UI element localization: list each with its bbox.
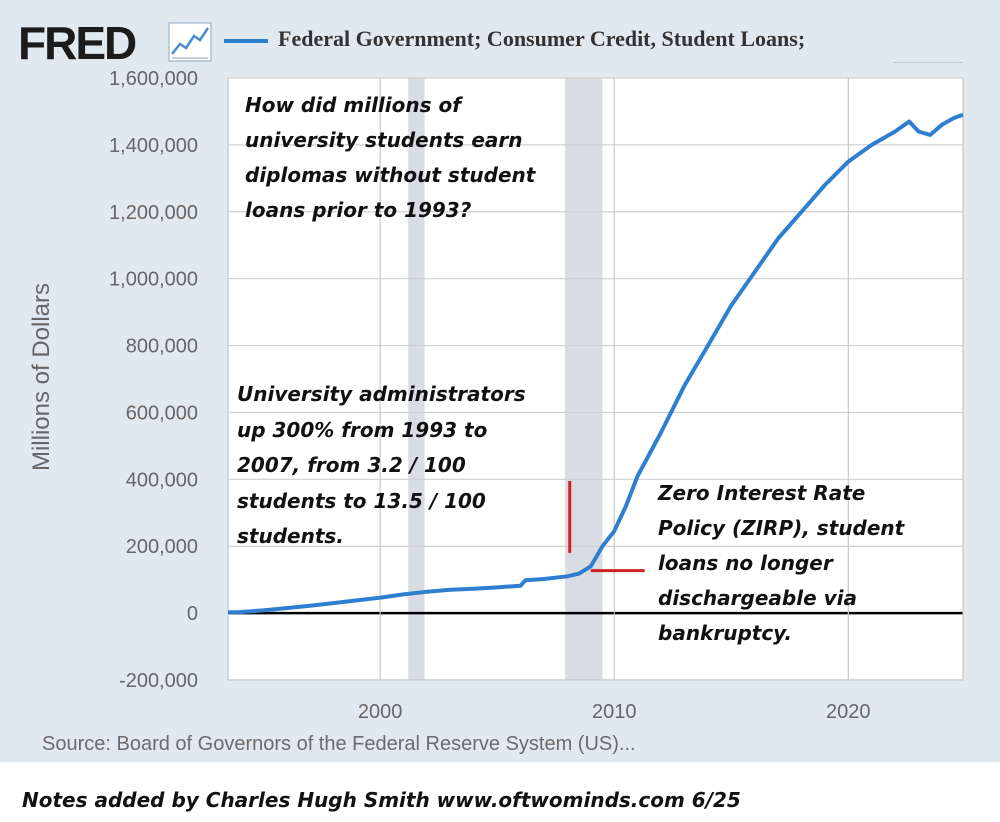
annotation-note-2: University administrators up 300% from 1… xyxy=(237,382,526,548)
axis-ticks: -200,000 0 200,000 400,000 600,000 800,000 1,0… xyxy=(28,68,871,723)
y-axis-title: Millions of Dollars xyxy=(28,283,55,471)
recession-bands xyxy=(408,78,603,680)
series-line-1 xyxy=(227,112,964,615)
credit-text: Notes added by Charles Hugh Smith www.of… xyxy=(22,788,741,812)
y-tick-label: 400,000 xyxy=(126,469,198,491)
annotation-note-1: How did millions of university students … xyxy=(245,93,536,222)
y-tick-label: 0 xyxy=(187,603,198,625)
source-text[interactable]: Source: Board of Governors of the Federa… xyxy=(42,733,636,755)
y-tick-label: 1,200,000 xyxy=(109,202,198,224)
gridlines xyxy=(227,77,964,681)
legend-label: Federal Government; Consumer Credit, Stu… xyxy=(278,26,806,51)
y-tick-label: 200,000 xyxy=(126,536,198,558)
legend-divider xyxy=(893,62,963,63)
recession-band-2 xyxy=(565,78,603,680)
line-chart-icon xyxy=(168,22,212,62)
y-tick-label: 1,400,000 xyxy=(109,135,198,157)
y-tick-label: 800,000 xyxy=(126,336,198,358)
recession-band-1 xyxy=(408,78,425,680)
series-lines xyxy=(227,112,964,615)
line-chart: -200,000 0 200,000 400,000 600,000 800,000 1,0… xyxy=(28,68,964,723)
x-tick-label: 2010 xyxy=(592,701,637,723)
x-tick-label: 2000 xyxy=(358,701,403,723)
legend-swatch xyxy=(224,39,268,43)
annotation-markers xyxy=(568,481,645,573)
annotation-note-3: Zero Interest Rate Policy (ZIRP), studen… xyxy=(658,481,905,645)
y-tick-label: 600,000 xyxy=(126,402,198,424)
y-tick-label: -200,000 xyxy=(119,670,198,692)
y-tick-label: 1,600,000 xyxy=(109,68,198,90)
x-tick-label: 2020 xyxy=(826,701,871,723)
fred-logo[interactable]: FRED xyxy=(18,17,137,69)
y-tick-label: 1,000,000 xyxy=(109,269,198,291)
